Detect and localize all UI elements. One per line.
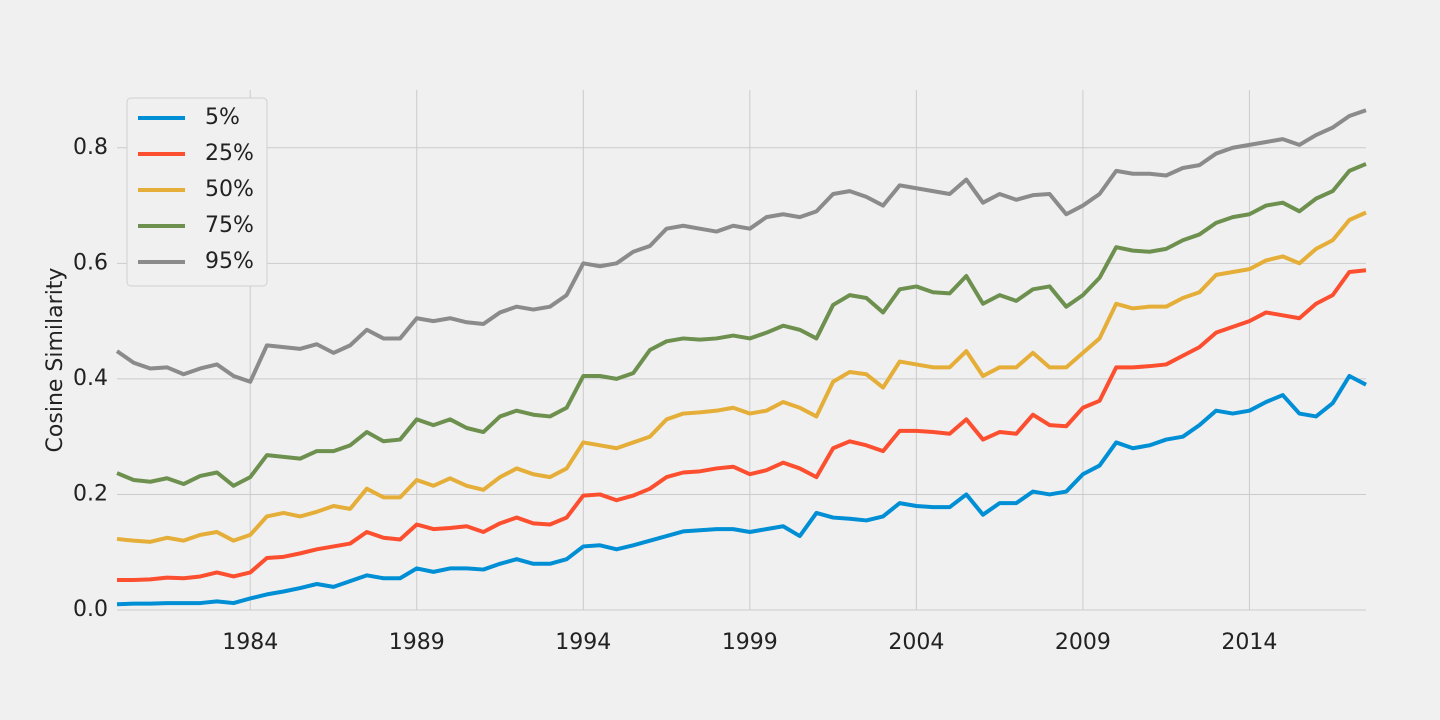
legend: 5% 25% 50% 75% 95% <box>126 97 268 287</box>
legend-box <box>126 97 268 287</box>
y-tick-label: 0.2 <box>73 481 108 506</box>
series-line <box>116 374 1367 607</box>
y-tick-label: 0.8 <box>73 135 108 160</box>
legend-label: 75% <box>205 213 254 238</box>
series-line <box>116 210 1367 544</box>
y-tick-label: 0.4 <box>73 366 108 391</box>
series-line <box>116 162 1367 488</box>
legend-label: 5% <box>205 105 240 130</box>
y-tick-label: 0.0 <box>73 597 108 622</box>
legend-label: 95% <box>205 249 254 274</box>
series-line <box>115 108 1367 384</box>
x-tick-label: 2014 <box>1221 630 1277 655</box>
series-line <box>117 268 1367 582</box>
y-axis-label: Cosine Similarity <box>43 268 68 453</box>
x-tick-label: 2004 <box>888 630 944 655</box>
x-tick-label: 1984 <box>222 630 278 655</box>
x-tick-label: 2009 <box>1055 630 1111 655</box>
legend-label: 50% <box>205 177 254 202</box>
x-tick-label: 1999 <box>722 630 778 655</box>
legend-label: 25% <box>205 141 254 166</box>
y-tick-label: 0.6 <box>73 250 108 275</box>
x-tick-label: 1994 <box>555 630 611 655</box>
x-tick-label: 1989 <box>389 630 445 655</box>
